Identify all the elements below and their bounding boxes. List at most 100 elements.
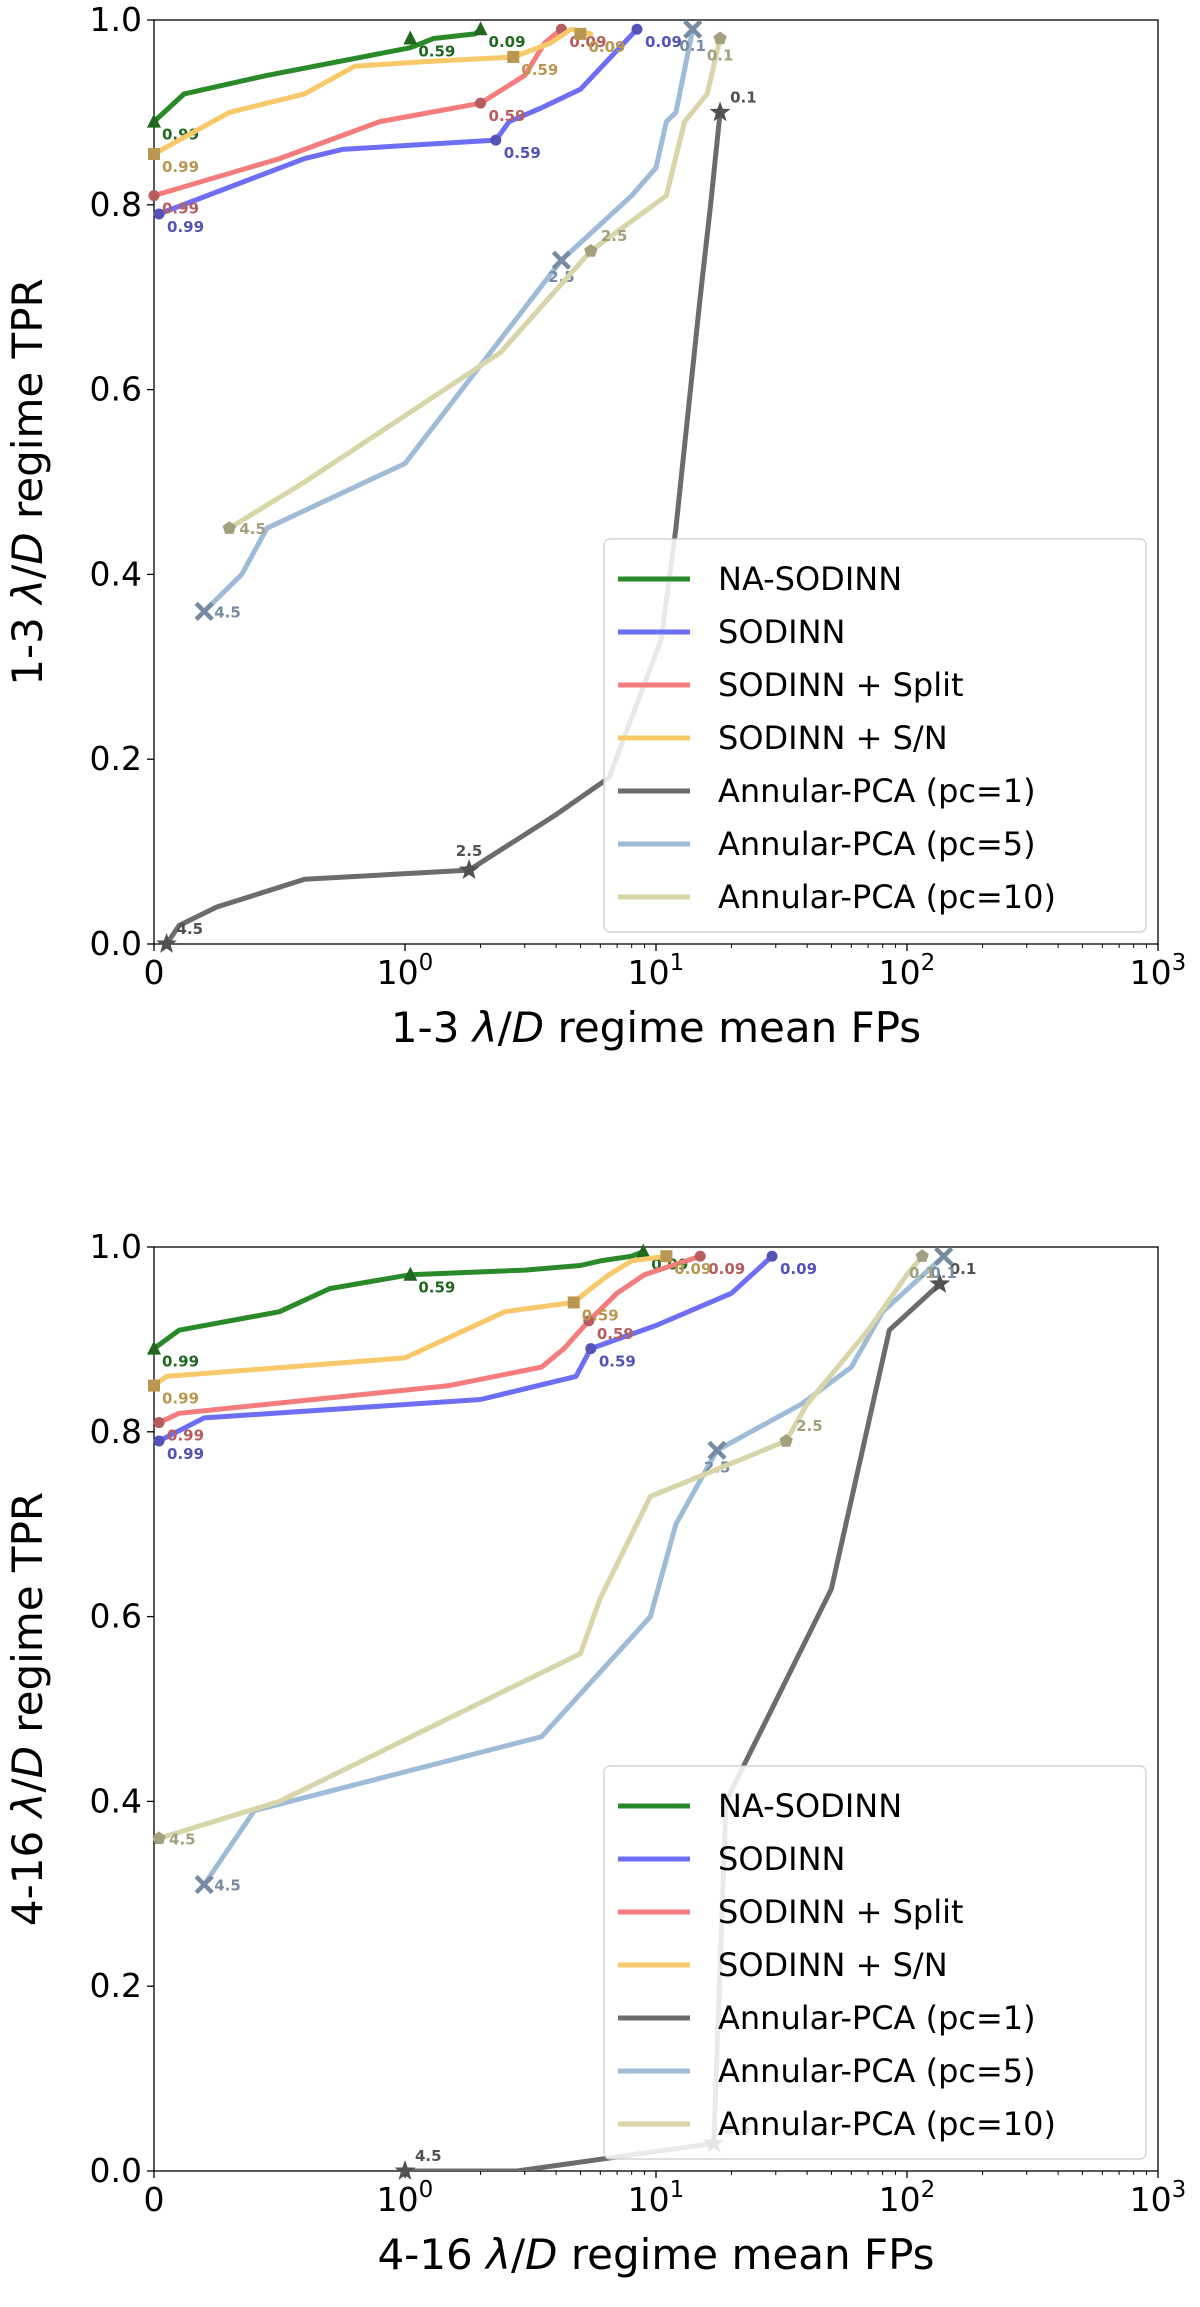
point-label: 0.59	[489, 107, 526, 125]
series-marker	[574, 27, 587, 40]
series-marker	[148, 147, 160, 160]
x-tick-base: 10	[377, 953, 419, 992]
legend-label: NA-SODINN	[718, 1787, 902, 1825]
series-line	[201, 1253, 947, 1888]
y-label-lambda: λ	[3, 579, 52, 606]
series-sodinn: 0.99 0.59 0.09	[153, 1250, 817, 1463]
series-marker	[660, 1250, 673, 1263]
y-axis-label: 1-3 λ/D regime TPR	[3, 278, 52, 685]
x-label-lambda: λ	[484, 2230, 511, 2279]
series-line	[154, 26, 594, 157]
series-sodinn-s-n: 0.99 0.59 0.09	[148, 26, 625, 176]
x-label-prefix: 1-3	[391, 1003, 473, 1052]
point-label: 0.1	[730, 88, 757, 106]
x-label-prefix: 4-16	[377, 2230, 486, 2279]
legend-frame	[603, 538, 1147, 933]
x-label-d: D	[525, 2230, 557, 2279]
series-sodinn-split: 0.99 0.59 0.09	[153, 1250, 745, 1445]
legend-frame	[603, 1765, 1147, 2160]
y-tick-label: 0.4	[90, 1781, 142, 1820]
series-marker	[403, 30, 418, 45]
x-tick-base: 10	[628, 953, 670, 992]
x-label-d: D	[512, 1003, 544, 1052]
series-line	[164, 109, 723, 944]
point-label: 0.59	[418, 42, 455, 60]
x-tick-base: 10	[628, 2180, 670, 2219]
legend-label: SODINN + Split	[718, 1893, 964, 1931]
series-marker	[394, 2160, 416, 2180]
x-tick-exponent: 2	[921, 2177, 936, 2203]
x-tick-label: 102	[879, 950, 936, 992]
series-marker	[934, 1246, 954, 1266]
point-label: 0.99	[167, 1427, 204, 1445]
series-marker	[153, 208, 165, 220]
x-tick-exponent: 2	[921, 950, 936, 976]
y-label-lambda: λ	[3, 1793, 52, 1820]
series-annular-pca-pc-10-: 4.5 2.5 0.1	[222, 31, 733, 538]
series-annular-pca-pc-5-: 4.5 2.5 0.1	[194, 19, 706, 621]
y-tick-label: 0.8	[90, 1412, 142, 1451]
series-marker	[473, 21, 488, 36]
x-tick-exponent: 1	[670, 2177, 685, 2203]
y-label-d: D	[3, 532, 52, 564]
point-label: 0.59	[418, 1279, 455, 1297]
point-label: 4.5	[415, 2147, 442, 2165]
x-tick-exponent: 3	[1172, 2177, 1187, 2203]
y-tick-label: 0.6	[90, 370, 142, 409]
y-tick-label: 0.8	[90, 185, 142, 224]
point-label: 0.59	[521, 61, 558, 79]
series-marker	[147, 113, 161, 128]
series-line	[154, 1249, 646, 1352]
point-label: 0.1	[930, 1264, 957, 1282]
series-line	[201, 26, 696, 614]
series-marker	[403, 1266, 418, 1281]
point-label: 0.1	[909, 1264, 936, 1282]
series-marker	[709, 101, 731, 122]
series-marker	[152, 1831, 166, 1844]
point-label: 4.5	[239, 520, 266, 538]
series-na-sodinn: 0.99 0.59 0.09	[147, 21, 526, 144]
series-sodinn-s-n: 0.99 0.59 0.09	[148, 1250, 711, 1408]
point-label: 0.09	[708, 1260, 745, 1278]
series-marker	[507, 50, 520, 63]
point-label: 0.99	[162, 1390, 199, 1408]
series-marker	[584, 244, 598, 257]
series-marker	[148, 1379, 160, 1392]
series-marker	[194, 601, 214, 621]
y-label-prefix: 1-3	[3, 604, 52, 686]
x-tick-base: 10	[879, 953, 921, 992]
point-label: 2.5	[601, 227, 628, 245]
x-tick-exponent: 0	[419, 950, 434, 976]
x-tick-base: 10	[1130, 953, 1172, 992]
series-marker	[694, 1250, 706, 1262]
legend: NA-SODINN SODINN SODINN + Split SODINN + S/…	[603, 538, 1147, 933]
point-label: 0.09	[588, 38, 625, 56]
point-label: 0.59	[504, 144, 541, 162]
point-label: 0.99	[162, 1353, 199, 1371]
series-annular-pca-pc-1-: 4.5 2.5 0.1	[156, 88, 757, 953]
series-marker	[683, 19, 703, 39]
point-label: 4.5	[214, 1877, 241, 1895]
point-label: 2.5	[456, 842, 483, 860]
x-tick-label: 101	[628, 950, 685, 992]
y-tick-label: 0.0	[90, 2151, 142, 2190]
point-label: 4.5	[169, 1830, 196, 1848]
x-tick-exponent: 0	[419, 2177, 434, 2203]
y-tick-label: 0.4	[90, 554, 142, 593]
series-marker	[475, 97, 487, 109]
series-marker	[766, 1250, 778, 1262]
x-label-slash: /	[498, 1003, 513, 1052]
point-label: 0.99	[167, 1445, 204, 1463]
series-marker	[929, 1273, 951, 1293]
y-tick-label: 0.2	[90, 739, 142, 778]
series-line	[156, 1253, 775, 1444]
y-label-slash: /	[3, 1778, 52, 1793]
series-marker	[707, 1440, 727, 1460]
x-tick-exponent: 3	[1172, 950, 1187, 976]
x-tick-label: 100	[377, 950, 434, 992]
y-tick-label: 0.2	[90, 1966, 142, 2005]
x-label-suffix: regime mean FPs	[544, 1003, 921, 1052]
series-marker	[153, 1435, 165, 1447]
point-label: 0.09	[489, 33, 526, 51]
